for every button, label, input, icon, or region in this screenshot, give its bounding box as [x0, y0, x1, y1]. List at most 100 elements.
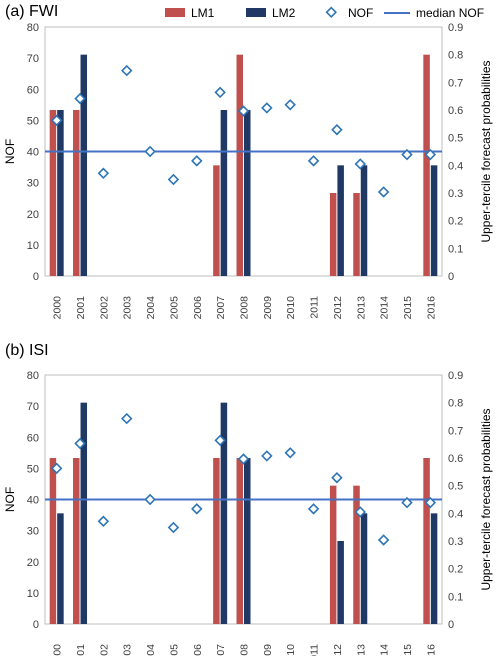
nof-marker-2016 — [424, 496, 437, 509]
nof-marker-2002 — [97, 515, 110, 528]
legend-marker-nof — [325, 6, 337, 18]
nof-marker-2003 — [121, 64, 133, 77]
legend-label-median-nof: median NOF — [416, 6, 484, 20]
y2-tick-label: 0.9 — [448, 22, 463, 34]
y-tick-label: 20 — [27, 557, 39, 569]
y-tick-label: 40 — [27, 495, 39, 507]
nof-marker-2009 — [261, 102, 273, 114]
bar-lm2-2016 — [430, 165, 438, 276]
nof-marker-2012 — [331, 123, 343, 136]
x-tick-label: 2008 — [239, 296, 251, 320]
y2-tick-label: 0.3 — [448, 188, 463, 200]
bar-lm1-2013 — [353, 193, 360, 276]
bar-lm2-2007 — [220, 110, 228, 276]
y2-tick-label: 0.8 — [448, 398, 463, 410]
y-tick-label: 80 — [27, 370, 39, 382]
x-tick-label: 2014 — [379, 296, 391, 320]
nof-marker-2014 — [377, 534, 390, 546]
bar-lm1-2012 — [329, 193, 337, 276]
panel-fwi: (a) FWI 0 10 20 30 40 50 60 70 80 0 0.1 0.2 0.3 0.4 0.5… — [3, 3, 493, 319]
x-tick-label: 2001 — [75, 644, 87, 656]
nof-marker-2007 — [214, 434, 226, 447]
x-tick-label: 2010 — [285, 296, 297, 320]
nof-marker-2011 — [307, 503, 320, 515]
nof-marker-2014 — [377, 186, 390, 198]
bar-lm2-2013 — [360, 165, 368, 276]
y-tick-label: 30 — [27, 178, 39, 190]
nof-marker-2006 — [191, 503, 203, 515]
legend-label-lm1: LM1 — [191, 6, 215, 20]
y2-tick-label: 0.5 — [448, 481, 463, 493]
x-tick-label: 2002 — [98, 296, 110, 320]
x-tick-label: 2006 — [192, 644, 204, 656]
y2-tick-label: 0 — [448, 271, 454, 283]
y2-tick-label: 0.1 — [448, 591, 463, 603]
x-tick-label: 2016 — [425, 296, 437, 320]
bar-lm1-2013 — [353, 485, 360, 624]
nof-marker-2000 — [50, 462, 63, 475]
nof-marker-2011 — [307, 155, 320, 167]
nof-marker-2010 — [284, 99, 296, 111]
y-tick-label: 40 — [27, 147, 39, 159]
bar-lm1-2008 — [236, 54, 243, 276]
y2-tick-label: 0.8 — [448, 50, 463, 62]
y-tick-label: 0 — [33, 619, 39, 631]
y-axis-label: NOF — [3, 487, 17, 512]
x-tick-label: 2000 — [52, 644, 64, 656]
nof-marker-2016 — [424, 148, 437, 161]
y2-tick-label: 0.2 — [448, 564, 463, 576]
legend-swatch-lm1 — [165, 8, 185, 17]
y2-axis-label: Upper-tercile forecast probabilities — [479, 60, 493, 242]
legend-label-lm2: LM2 — [272, 6, 296, 20]
x-tick-label: 2011 — [309, 296, 321, 319]
bar-lm1-2000 — [49, 458, 57, 624]
y2-tick-label: 0.7 — [448, 77, 463, 89]
nof-marker-2004 — [144, 145, 156, 158]
y2-tick-label: 0.3 — [448, 536, 463, 548]
x-tick-label: 2013 — [355, 644, 367, 656]
nof-marker-2009 — [261, 450, 273, 462]
x-tick-label: 2015 — [402, 644, 414, 656]
y2-tick-label: 0.7 — [448, 425, 463, 437]
nof-marker-2001 — [74, 437, 86, 450]
bar-lm2-2008 — [244, 110, 251, 276]
nof-marker-2013 — [354, 506, 366, 518]
nof-marker-2004 — [144, 493, 156, 506]
y-tick-label: 30 — [27, 526, 39, 538]
x-tick-label: 2007 — [215, 644, 227, 656]
y2-tick-label: 0.6 — [448, 105, 463, 117]
y2-tick-label: 0.9 — [448, 370, 463, 382]
x-tick-label: 2014 — [379, 644, 391, 656]
y-tick-label: 50 — [27, 463, 39, 475]
bar-lm2-2016 — [430, 513, 438, 624]
nof-marker-2012 — [331, 471, 343, 484]
x-tick-label: 2016 — [425, 644, 437, 656]
y2-tick-label: 0.4 — [448, 160, 463, 172]
y2-tick-label: 0.5 — [448, 133, 463, 145]
y-tick-label: 10 — [27, 240, 39, 252]
y2-tick-label: 0.4 — [448, 508, 463, 520]
x-tick-label: 2010 — [285, 644, 297, 656]
panel-title: (a) FWI — [5, 3, 58, 20]
x-tick-label: 2004 — [145, 296, 157, 320]
y-tick-label: 50 — [27, 115, 39, 127]
x-tick-label: 2003 — [122, 296, 134, 320]
y2-tick-label: 0 — [448, 619, 454, 631]
nof-marker-2002 — [97, 167, 110, 180]
y2-tick-label: 0.6 — [448, 453, 463, 465]
y-axis-label: NOF — [3, 139, 17, 164]
x-tick-label: 2011 — [309, 644, 321, 656]
bar-lm2-2007 — [220, 402, 228, 624]
x-tick-label: 2006 — [192, 296, 204, 320]
nof-marker-2015 — [401, 148, 413, 161]
x-tick-label: 2013 — [355, 296, 367, 320]
bar-lm2-2000 — [57, 513, 64, 624]
x-tick-label: 2003 — [122, 644, 134, 656]
x-tick-label: 2012 — [332, 296, 344, 320]
bar-lm1-2001 — [73, 458, 80, 624]
y2-tick-label: 0.1 — [448, 243, 463, 255]
x-tick-label: 2004 — [145, 644, 157, 656]
bar-lm1-2008 — [236, 458, 243, 624]
y-tick-label: 80 — [27, 22, 39, 34]
